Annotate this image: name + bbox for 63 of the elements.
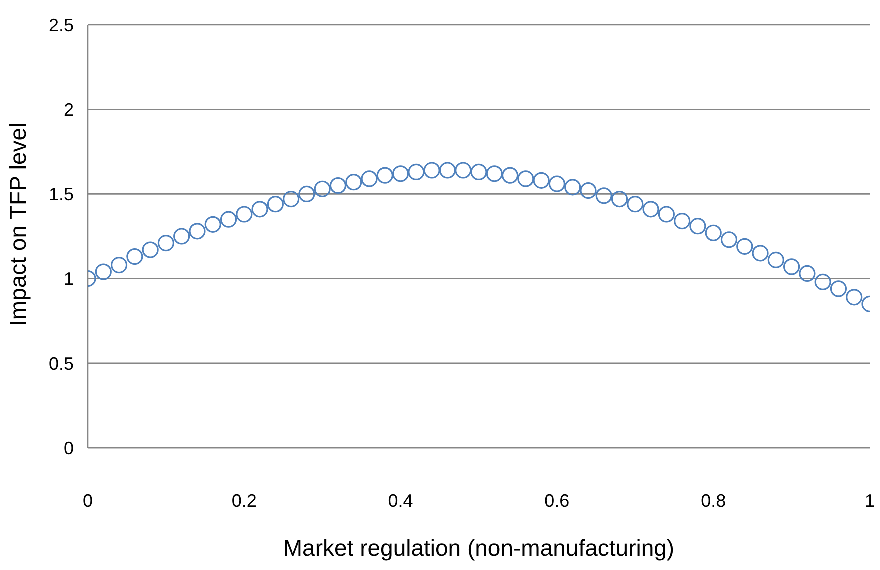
y-tick-label: 1.5: [48, 184, 74, 205]
y-tick-label: 2: [64, 100, 74, 120]
point: [705, 224, 722, 242]
point: [346, 174, 362, 191]
x-tick-label: 0.4: [388, 490, 414, 511]
point: [627, 196, 644, 213]
y-tick-label: 1: [64, 269, 74, 290]
point: [204, 216, 222, 233]
point: [330, 177, 347, 194]
point: [768, 252, 784, 268]
x-axis-title: Market regulation (non-manufacturing): [283, 535, 675, 561]
point: [674, 212, 691, 230]
point: [158, 234, 174, 252]
point: [564, 179, 582, 196]
point: [533, 172, 550, 189]
point: [548, 176, 566, 192]
point: [830, 280, 848, 298]
point: [189, 223, 206, 240]
point: [142, 242, 159, 258]
point: [642, 201, 660, 218]
point: [376, 167, 394, 184]
point: [252, 201, 268, 218]
point: [455, 162, 472, 179]
y-tick-label: 2.5: [48, 15, 74, 36]
point: [283, 190, 300, 208]
point: [126, 248, 144, 266]
y-axis-title: Impact on TFP level: [5, 122, 32, 326]
point: [752, 245, 769, 262]
point: [502, 167, 519, 184]
point: [580, 182, 597, 200]
point: [690, 218, 706, 235]
point: [439, 162, 456, 179]
point: [518, 170, 534, 188]
point: [424, 162, 440, 179]
point: [298, 186, 316, 202]
point: [799, 265, 816, 282]
point: [658, 206, 675, 223]
y-tick-label: 0.5: [48, 354, 74, 374]
point: [470, 164, 488, 181]
point: [720, 232, 738, 248]
point: [110, 256, 128, 274]
point: [814, 274, 832, 290]
x-tick-label: 0.6: [544, 490, 570, 511]
x-tick-label: 0.8: [701, 490, 726, 511]
point: [736, 238, 754, 255]
x-tick-label: 0.2: [232, 490, 257, 511]
y-tick-label: 0: [64, 438, 74, 458]
point: [408, 164, 425, 181]
point: [486, 166, 503, 182]
point: [220, 211, 238, 228]
point: [95, 264, 112, 280]
point: [611, 190, 628, 208]
point: [236, 206, 253, 223]
point: [784, 258, 800, 276]
point: [596, 188, 612, 204]
point: [314, 180, 331, 198]
x-tick-label: 1: [864, 490, 876, 511]
point: [846, 289, 863, 306]
x-tick-label: 0: [82, 490, 94, 511]
point: [361, 170, 378, 188]
point: [174, 228, 190, 245]
point: [267, 196, 284, 213]
point: [392, 166, 410, 182]
